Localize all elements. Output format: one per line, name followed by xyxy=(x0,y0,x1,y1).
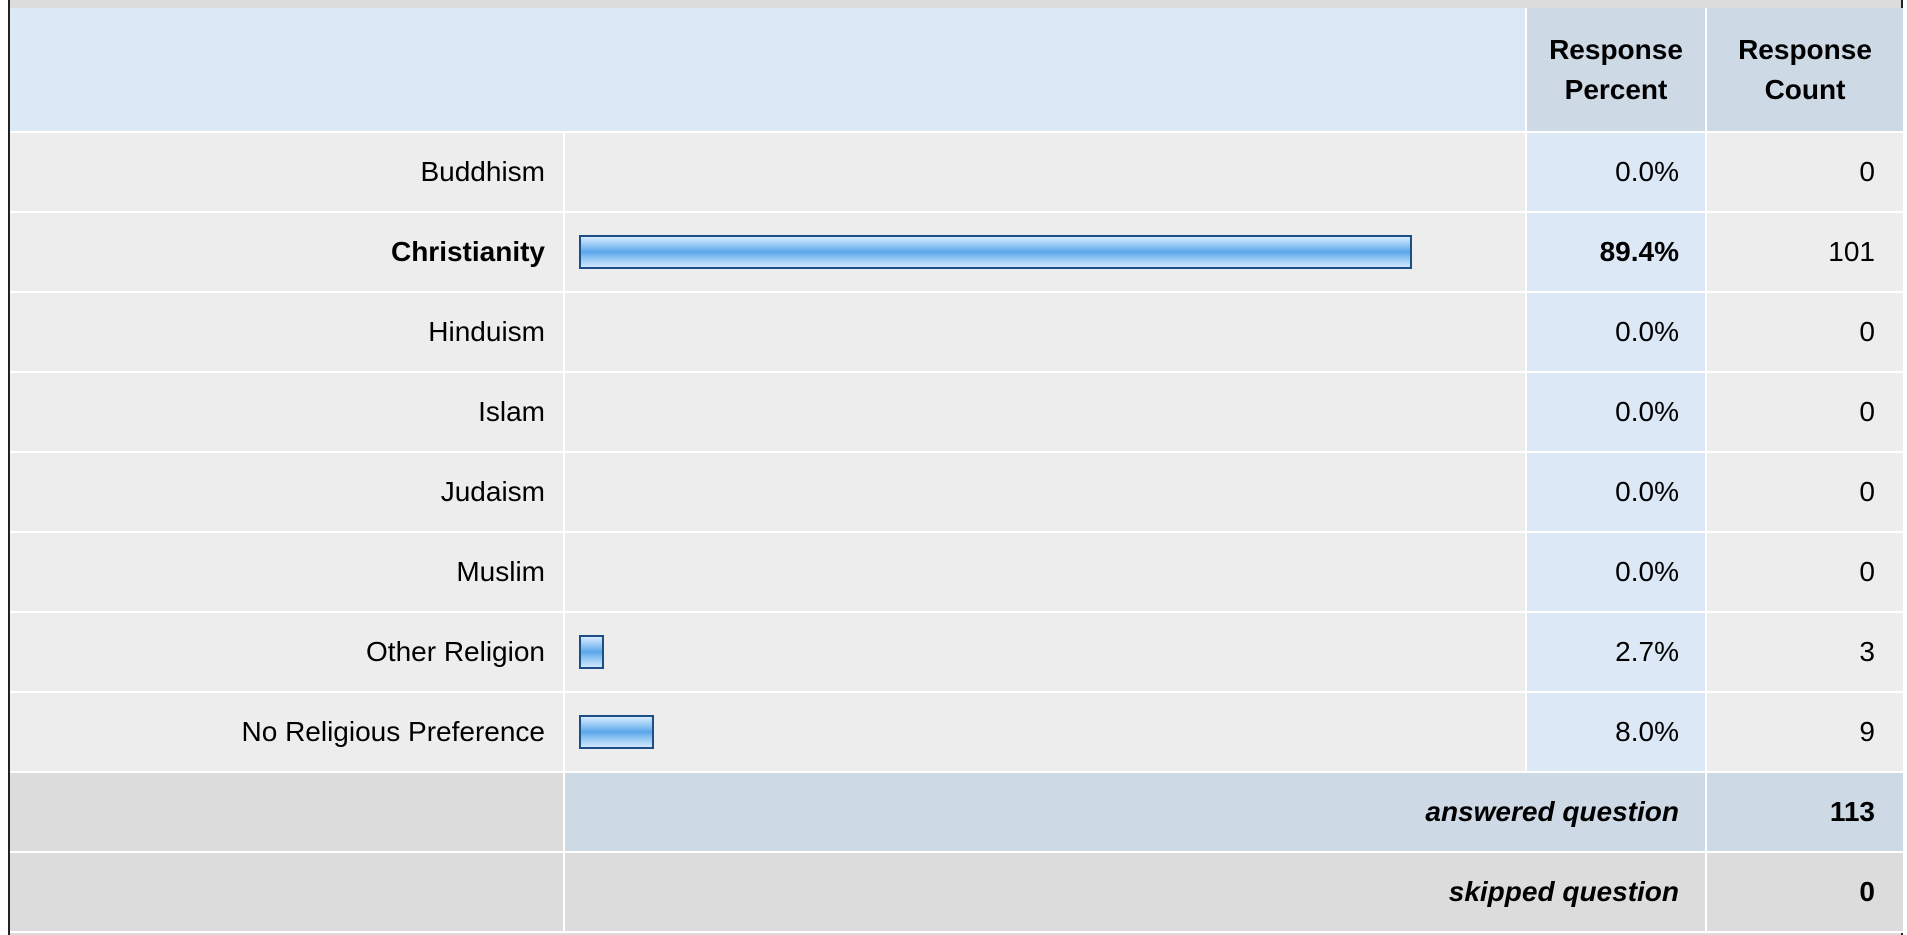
header-blank xyxy=(10,8,1527,133)
response-bar xyxy=(579,235,1412,269)
answer-row: Hinduism 0.0% 0 xyxy=(10,293,1903,373)
answer-row: Other Religion 2.7% 3 xyxy=(10,613,1903,693)
answer-label: Judaism xyxy=(10,453,565,533)
bar-cell xyxy=(565,533,1527,613)
response-bar xyxy=(579,635,604,669)
bar-cell xyxy=(565,693,1527,773)
response-bar xyxy=(579,715,654,749)
response-count: 101 xyxy=(1707,213,1903,293)
answer-label: Christianity xyxy=(10,213,565,293)
response-count: 9 xyxy=(1707,693,1903,773)
answer-row: Christianity 89.4% 101 xyxy=(10,213,1903,293)
answer-label: No Religious Preference xyxy=(10,693,565,773)
answered-question-value: 113 xyxy=(1707,773,1903,853)
survey-results-panel: Response Percent Response Count Buddhism… xyxy=(8,0,1903,935)
answer-row: Muslim 0.0% 0 xyxy=(10,533,1903,613)
bar-cell xyxy=(565,373,1527,453)
response-percent: 0.0% xyxy=(1527,293,1707,373)
summary-blank xyxy=(10,773,565,853)
skipped-question-value: 0 xyxy=(1707,853,1903,933)
survey-results-table: Response Percent Response Count Buddhism… xyxy=(10,8,1903,933)
response-percent: 0.0% xyxy=(1527,373,1707,453)
skipped-question-label: skipped question xyxy=(565,853,1707,933)
response-count: 3 xyxy=(1707,613,1903,693)
answer-row: No Religious Preference 8.0% 9 xyxy=(10,693,1903,773)
response-count: 0 xyxy=(1707,533,1903,613)
response-count: 0 xyxy=(1707,293,1903,373)
bar-cell xyxy=(565,213,1527,293)
answer-row: Buddhism 0.0% 0 xyxy=(10,133,1903,213)
answer-row: Judaism 0.0% 0 xyxy=(10,453,1903,533)
response-percent: 8.0% xyxy=(1527,693,1707,773)
answered-question-label: answered question xyxy=(565,773,1707,853)
bar-cell xyxy=(565,293,1527,373)
response-percent: 89.4% xyxy=(1527,213,1707,293)
skipped-question-row: skipped question 0 xyxy=(10,853,1903,933)
response-percent: 2.7% xyxy=(1527,613,1707,693)
response-count: 0 xyxy=(1707,133,1903,213)
answer-label: Buddhism xyxy=(10,133,565,213)
bar-cell xyxy=(565,133,1527,213)
bar-cell xyxy=(565,453,1527,533)
summary-blank xyxy=(10,853,565,933)
answer-label: Islam xyxy=(10,373,565,453)
answer-label: Other Religion xyxy=(10,613,565,693)
bar-cell xyxy=(565,613,1527,693)
response-count: 0 xyxy=(1707,453,1903,533)
response-percent: 0.0% xyxy=(1527,133,1707,213)
response-percent-header: Response Percent xyxy=(1527,8,1707,133)
answered-question-row: answered question 113 xyxy=(10,773,1903,853)
response-percent: 0.0% xyxy=(1527,453,1707,533)
answer-label: Muslim xyxy=(10,533,565,613)
answer-row: Islam 0.0% 0 xyxy=(10,373,1903,453)
answer-rows: Buddhism 0.0% 0 Christianity 89.4% 101 Hinduis… xyxy=(10,133,1903,773)
answer-label: Hinduism xyxy=(10,293,565,373)
header-row: Response Percent Response Count xyxy=(10,8,1903,133)
response-percent: 0.0% xyxy=(1527,533,1707,613)
response-count-header: Response Count xyxy=(1707,8,1903,133)
response-count: 0 xyxy=(1707,373,1903,453)
